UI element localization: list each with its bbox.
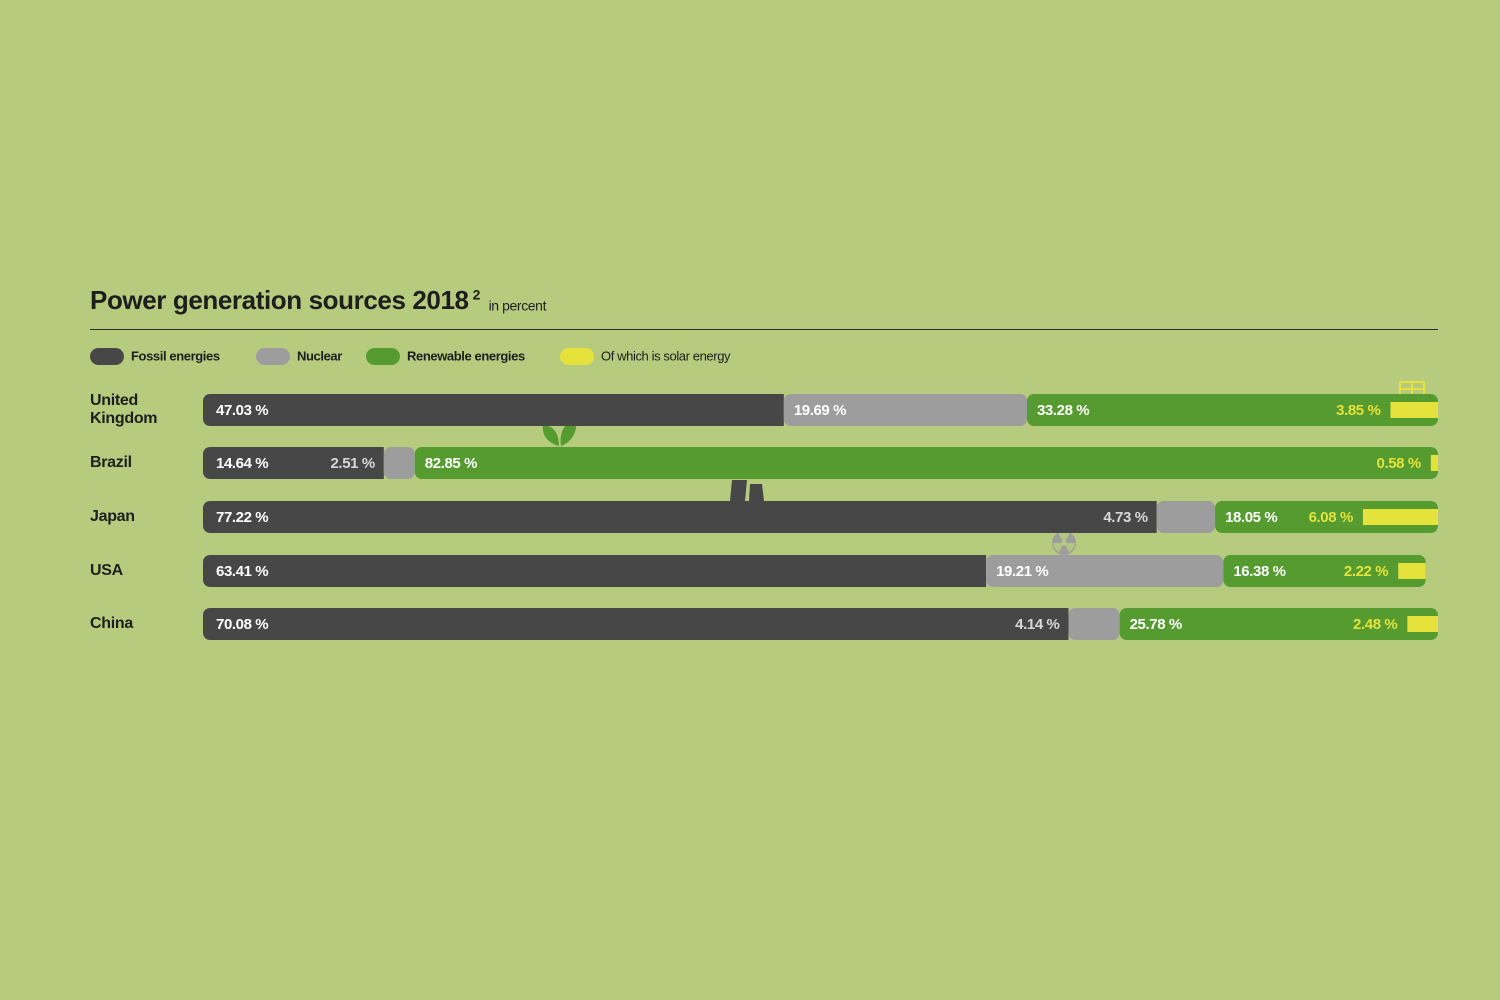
- value-label: 33.28 %: [1037, 402, 1089, 419]
- bar-segment: [1068, 608, 1120, 640]
- value-label: 18.05 %: [1225, 509, 1277, 526]
- value-label: 77.22 %: [216, 509, 268, 526]
- value-label: 19.69 %: [794, 402, 846, 419]
- bar-segment: [203, 394, 784, 426]
- bar-segment: [1156, 501, 1216, 533]
- category-label: China: [90, 615, 133, 632]
- bar-segment: [1119, 608, 1438, 640]
- bar-segment: [1026, 394, 1438, 426]
- bar-segment: [1390, 402, 1438, 418]
- legend-label: Fossil energies: [131, 348, 220, 363]
- value-label: 70.08 %: [216, 616, 268, 633]
- bar-segment: [986, 555, 1224, 587]
- value-label: 63.41 %: [216, 563, 268, 580]
- title-footnote: 2: [473, 287, 481, 303]
- value-label: 3.85 %: [1336, 402, 1380, 419]
- bar-row: [203, 447, 1438, 479]
- category-label: United Kingdom: [90, 392, 158, 427]
- bar-segment: [203, 501, 1157, 533]
- category-label: USA: [90, 562, 123, 579]
- bar-segment: [1407, 616, 1438, 632]
- value-label: 47.03 %: [216, 402, 268, 419]
- leaf-icon: [542, 420, 577, 446]
- value-label: 0.58 %: [1377, 455, 1421, 472]
- category-label: Brazil: [90, 454, 132, 471]
- bar-segment: [383, 447, 415, 479]
- value-label: 2.22 %: [1344, 563, 1388, 580]
- bar-segment: [203, 555, 987, 587]
- bar-segment: [203, 608, 1069, 640]
- chart-title: Power generation sources 2018: [90, 285, 469, 315]
- bar-row: [203, 394, 1438, 426]
- chart-subtitle: in percent: [489, 298, 547, 314]
- value-label: 4.14 %: [1015, 616, 1059, 633]
- value-label: 14.64 %: [216, 455, 268, 472]
- value-label: 4.73 %: [1103, 509, 1147, 526]
- bar-row: [203, 555, 1426, 587]
- bar-segment: [1362, 509, 1438, 525]
- bar-segment: [203, 447, 384, 479]
- bar-row: [203, 501, 1438, 533]
- legend-label: Nuclear: [297, 348, 342, 363]
- category-label: Japan: [90, 508, 135, 525]
- bar-segment: [1398, 563, 1426, 579]
- value-label: 2.48 %: [1353, 616, 1397, 633]
- value-label: 2.51 %: [330, 455, 374, 472]
- value-label: 6.08 %: [1309, 509, 1353, 526]
- bar-segment: [1223, 555, 1426, 587]
- legend-swatch: [90, 348, 124, 365]
- nuclear-icon: [1052, 531, 1076, 555]
- value-label: 82.85 %: [425, 455, 477, 472]
- bar-segment: [1430, 455, 1438, 471]
- bar-row: [203, 608, 1438, 640]
- bar-segment: [783, 394, 1027, 426]
- value-label: 16.38 %: [1233, 563, 1285, 580]
- legend-swatch: [256, 348, 290, 365]
- value-label: 25.78 %: [1130, 616, 1182, 633]
- legend-swatch: [560, 348, 594, 365]
- legend-swatch: [366, 348, 400, 365]
- bar-segment: [414, 447, 1438, 479]
- legend-label: Of which is solar energy: [601, 348, 731, 363]
- legend-label: Renewable energies: [407, 348, 525, 363]
- value-label: 19.21 %: [996, 563, 1048, 580]
